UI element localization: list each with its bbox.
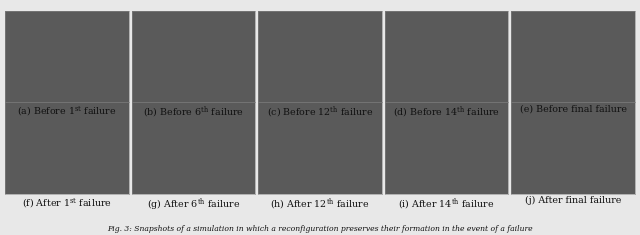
Text: (e) Before final failure: (e) Before final failure	[520, 105, 627, 114]
Text: (d) Before 14$^{\mathregular{th}}$ failure: (d) Before 14$^{\mathregular{th}}$ failu…	[393, 105, 500, 120]
Text: (j) After final failure: (j) After final failure	[525, 196, 621, 205]
Text: (g) After 6$^{\mathregular{th}}$ failure: (g) After 6$^{\mathregular{th}}$ failure	[147, 196, 240, 213]
Text: (a) Before 1$^{\mathregular{st}}$ failure: (a) Before 1$^{\mathregular{st}}$ failur…	[17, 105, 116, 118]
Text: (i) After 14$^{\mathregular{th}}$ failure: (i) After 14$^{\mathregular{th}}$ failur…	[399, 196, 495, 212]
Text: (f) After 1$^{\mathregular{st}}$ failure: (f) After 1$^{\mathregular{st}}$ failure	[22, 196, 112, 210]
Text: (h) After 12$^{\mathregular{th}}$ failure: (h) After 12$^{\mathregular{th}}$ failur…	[270, 196, 370, 212]
Text: (b) Before 6$^{\mathregular{th}}$ failure: (b) Before 6$^{\mathregular{th}}$ failur…	[143, 105, 244, 120]
Text: Fig. 3: Snapshots of a simulation in which a reconfiguration preserves their for: Fig. 3: Snapshots of a simulation in whi…	[107, 225, 533, 233]
Text: (c) Before 12$^{\mathregular{th}}$ failure: (c) Before 12$^{\mathregular{th}}$ failu…	[267, 105, 373, 120]
